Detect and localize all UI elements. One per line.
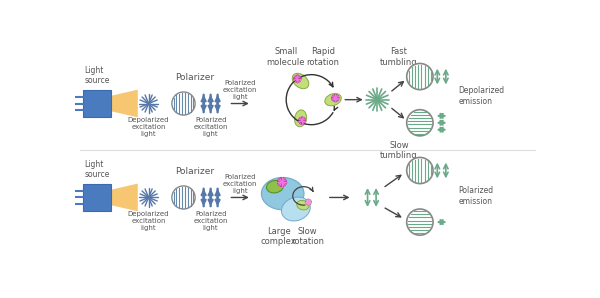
Ellipse shape <box>281 197 310 221</box>
Text: Fast
tumbling: Fast tumbling <box>380 47 418 66</box>
Text: Large
complex: Large complex <box>261 227 297 246</box>
Text: Polarizer: Polarizer <box>176 73 215 82</box>
Circle shape <box>407 63 433 90</box>
Text: Depolarized
excitation
light: Depolarized excitation light <box>128 211 169 231</box>
Circle shape <box>332 94 339 102</box>
Text: Polarized
excitation
light: Polarized excitation light <box>193 211 228 231</box>
Text: Depolarized
excitation
light: Depolarized excitation light <box>128 117 169 137</box>
Text: Light
source: Light source <box>84 66 110 85</box>
Text: Polarized
excitation
light: Polarized excitation light <box>223 174 257 194</box>
Circle shape <box>407 209 433 235</box>
Ellipse shape <box>297 201 309 210</box>
Text: Light
source: Light source <box>84 160 110 179</box>
Text: Rapid
rotation: Rapid rotation <box>307 47 340 66</box>
Text: Slow
rotation: Slow rotation <box>291 227 324 246</box>
Text: Polarized
excitation
light: Polarized excitation light <box>223 80 257 100</box>
Ellipse shape <box>292 73 309 89</box>
Text: Slow
tumbling: Slow tumbling <box>380 141 418 161</box>
Ellipse shape <box>295 110 307 127</box>
Text: Small
molecule: Small molecule <box>266 47 305 66</box>
Ellipse shape <box>266 180 283 193</box>
Circle shape <box>305 199 311 205</box>
Ellipse shape <box>262 177 304 210</box>
Text: Depolarized
emission: Depolarized emission <box>458 86 505 105</box>
Circle shape <box>172 92 195 115</box>
Circle shape <box>407 157 433 184</box>
Circle shape <box>293 75 301 83</box>
Polygon shape <box>110 90 138 117</box>
Circle shape <box>172 186 195 209</box>
Text: Polarized
emission: Polarized emission <box>458 186 494 206</box>
Text: Polarized
excitation
light: Polarized excitation light <box>193 117 228 137</box>
Bar <box>83 184 110 211</box>
Circle shape <box>277 177 287 187</box>
Bar <box>83 90 110 117</box>
Text: Polarizer: Polarizer <box>176 167 215 176</box>
Polygon shape <box>110 184 138 211</box>
Circle shape <box>407 110 433 136</box>
Circle shape <box>298 117 306 125</box>
Ellipse shape <box>325 94 341 106</box>
